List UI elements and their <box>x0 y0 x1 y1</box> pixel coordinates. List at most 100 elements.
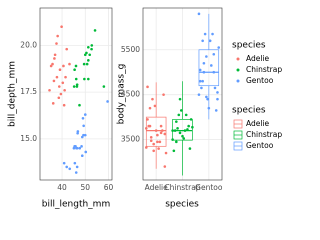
point <box>158 140 162 144</box>
x-tick-label: Adelie <box>145 183 169 192</box>
point <box>65 165 69 169</box>
point <box>164 151 168 155</box>
point <box>87 77 90 81</box>
point <box>172 149 176 153</box>
point <box>49 64 53 68</box>
point <box>63 88 66 92</box>
point <box>65 47 69 51</box>
point <box>144 146 148 149</box>
point <box>177 113 181 117</box>
point <box>197 12 201 16</box>
point <box>175 120 178 123</box>
point <box>201 79 204 83</box>
point <box>53 57 56 60</box>
point <box>207 106 211 110</box>
legend-label: Gentoo <box>246 76 274 85</box>
legend-label: Adelie <box>246 54 270 63</box>
point <box>60 25 63 28</box>
point <box>161 129 164 132</box>
legend-key <box>236 57 240 61</box>
point <box>85 62 89 66</box>
point <box>64 75 67 79</box>
point <box>206 97 209 101</box>
point <box>76 130 80 133</box>
point <box>106 100 109 103</box>
point <box>176 127 179 130</box>
point <box>147 124 151 128</box>
point <box>202 70 206 74</box>
point <box>182 137 186 140</box>
point <box>83 133 87 137</box>
y-tick-label: 15.0 <box>20 134 37 143</box>
point <box>200 86 203 90</box>
point <box>80 145 83 148</box>
point <box>87 45 90 49</box>
point <box>214 109 218 112</box>
point <box>201 39 204 43</box>
panel-border <box>39 7 113 181</box>
point <box>149 139 153 143</box>
point <box>82 62 86 66</box>
point <box>82 133 85 137</box>
point <box>152 142 155 146</box>
point <box>211 32 214 36</box>
point <box>178 97 182 101</box>
point <box>57 96 61 100</box>
point <box>217 46 221 49</box>
y-tick-label: 17.5 <box>20 87 37 96</box>
point <box>216 97 219 101</box>
x-tick-label: 60 <box>104 183 114 192</box>
point <box>191 125 194 129</box>
point <box>78 103 81 107</box>
point <box>75 146 79 150</box>
point <box>84 150 88 154</box>
point <box>179 109 183 112</box>
point <box>171 129 174 132</box>
point <box>83 77 86 81</box>
point <box>61 81 65 85</box>
chart: bill_length_mm bill_depth_mm species bod… <box>8 7 282 210</box>
point <box>202 61 206 65</box>
point <box>213 86 217 90</box>
x-tick-label: 40 <box>57 183 67 192</box>
point <box>183 129 187 132</box>
y-axis-title: bill_depth_mm <box>8 61 18 127</box>
point <box>203 32 207 36</box>
point <box>173 129 177 132</box>
point <box>52 79 56 83</box>
point <box>178 131 182 135</box>
point <box>82 124 85 128</box>
point <box>56 34 59 38</box>
point <box>88 53 92 57</box>
point <box>59 92 63 96</box>
point <box>157 147 160 150</box>
y-tick-label: 20.0 <box>20 40 37 49</box>
legend-label: Gentoo <box>246 141 274 150</box>
point <box>85 51 88 55</box>
legend-label: Chinstrap <box>246 65 282 74</box>
panel <box>40 8 112 180</box>
point <box>159 131 163 135</box>
point <box>81 117 85 120</box>
box <box>145 116 167 147</box>
point <box>55 75 59 79</box>
legend-label: Chinstrap <box>246 130 282 139</box>
point <box>51 102 55 105</box>
point <box>75 85 79 88</box>
point <box>102 85 106 88</box>
point <box>83 113 87 116</box>
point <box>175 140 178 144</box>
point <box>197 93 201 96</box>
point <box>74 77 78 81</box>
point <box>72 85 76 88</box>
y-tick-label: 5500 <box>121 45 140 54</box>
point <box>186 128 189 131</box>
point <box>181 134 184 138</box>
point <box>208 39 212 43</box>
point <box>90 44 94 47</box>
point <box>156 133 159 137</box>
point <box>171 138 174 141</box>
point <box>74 64 78 68</box>
point <box>48 88 51 92</box>
point <box>80 135 84 139</box>
